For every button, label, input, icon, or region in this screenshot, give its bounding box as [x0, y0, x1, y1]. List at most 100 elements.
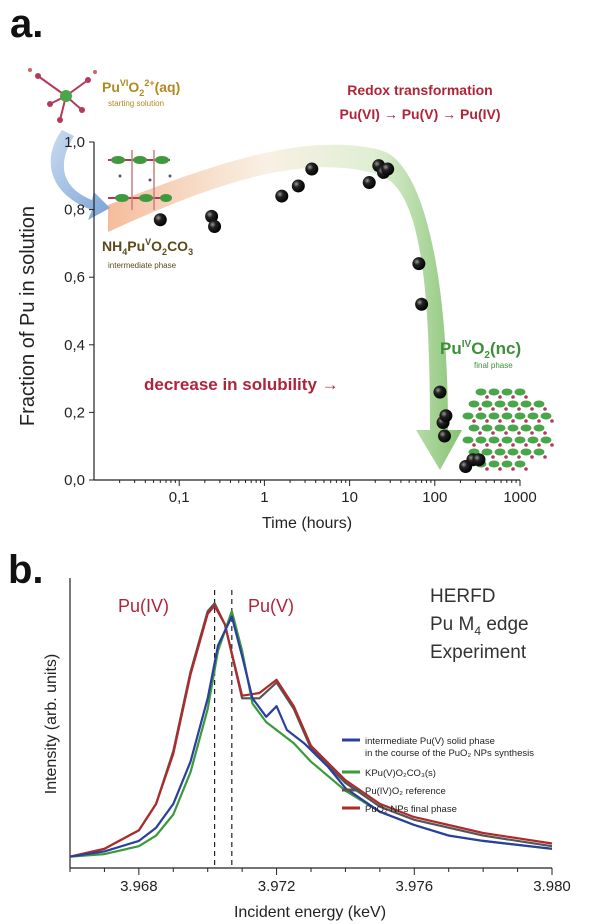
x-tick-label: 1000: [503, 489, 536, 506]
data-point: [412, 257, 426, 271]
data-point: [153, 213, 167, 227]
lattice-oxygen: [543, 455, 547, 459]
lattice-atom: [475, 436, 487, 444]
lattice-oxygen: [504, 407, 508, 411]
header-line-1: HERFD: [430, 586, 495, 607]
lattice-atom: [514, 460, 526, 468]
lattice-atom: [488, 460, 500, 468]
panel-a-x-label: Time (hours): [262, 515, 352, 532]
lattice-atom: [520, 400, 532, 408]
data-point: [438, 429, 452, 443]
header-line-2: Pu M4 edge: [430, 614, 529, 638]
lattice-atom: [501, 460, 513, 468]
x-tick-label: 1: [260, 489, 268, 506]
peak-label-iv: Pu(IV): [118, 596, 169, 616]
lattice-oxygen: [478, 407, 482, 411]
lattice-oxygen: [491, 455, 495, 459]
panel-b-reference-lines: [214, 590, 233, 868]
start-sub-label: starting solution: [108, 99, 164, 108]
lattice-oxygen: [511, 419, 515, 423]
x-tick-label: 3.976: [396, 878, 434, 895]
legend-label: intermediate Pu(V) solid phase: [365, 736, 495, 747]
lattice-oxygen: [524, 467, 528, 471]
panel-a-letter: a.: [10, 2, 44, 46]
panel-a-y-label: Fraction of Pu in solution: [17, 206, 39, 426]
lattice-atom: [533, 400, 545, 408]
legend-label: KPu(V)O₂CO₃(s): [365, 768, 436, 779]
lattice-oxygen: [530, 455, 534, 459]
lattice-oxygen: [504, 455, 508, 459]
lattice-oxygen: [485, 395, 489, 399]
start-arrow: [50, 130, 110, 220]
y-tick-label: 0,0: [64, 472, 85, 489]
lattice-atom: [475, 388, 487, 396]
lattice-atom: [481, 424, 493, 432]
final-sub-label: final phase: [474, 361, 513, 370]
panel-a-points: [153, 159, 486, 473]
data-point: [381, 162, 395, 176]
lattice-oxygen: [517, 431, 521, 435]
lattice-atom: [494, 400, 506, 408]
lattice-atom: [501, 412, 513, 420]
x-tick-label: 3.968: [120, 878, 158, 895]
y-tick-label: 0,4: [64, 337, 85, 354]
data-point: [433, 385, 447, 399]
lattice-atom: [501, 436, 513, 444]
header-line-3: Experiment: [430, 642, 527, 663]
x-tick-label: 3.980: [533, 878, 571, 895]
lattice-atom: [507, 400, 519, 408]
lattice-atom: [462, 436, 474, 444]
data-point: [415, 297, 429, 311]
legend-label: Pu(IV)O₂ reference: [365, 786, 446, 797]
panel-a-chart: 0,0 0,2 0,4 0,6 0,8 1,0 0,1 1 10 100 1000 Fraction…: [17, 68, 554, 532]
x-tick-label: 100: [422, 489, 447, 506]
lattice-oxygen: [485, 467, 489, 471]
lattice-oxygen: [524, 395, 528, 399]
lattice-atom: [520, 448, 532, 456]
solubility-label: decrease in solubility →: [144, 375, 339, 394]
lattice-atom: [533, 424, 545, 432]
lattice-oxygen: [498, 443, 502, 447]
panel-b-series: [69, 602, 553, 858]
lattice-atom: [514, 388, 526, 396]
lattice-atom: [520, 424, 532, 432]
lattice-oxygen: [485, 443, 489, 447]
lattice-atom: [468, 424, 480, 432]
data-point: [205, 209, 219, 223]
redox-chain: Pu(VI) → Pu(V) → Pu(IV): [340, 106, 501, 122]
x-tick-label: 10: [341, 489, 358, 506]
intermediate-label: NH4PuVO2CO3: [102, 237, 193, 257]
data-point: [472, 453, 486, 467]
lattice-atom: [507, 424, 519, 432]
lattice-oxygen: [478, 431, 482, 435]
lattice-atom: [527, 436, 539, 444]
data-point: [291, 179, 305, 193]
legend-label: PuO₂ NPs final phase: [365, 804, 457, 815]
lattice-oxygen: [511, 467, 515, 471]
lattice-oxygen: [498, 395, 502, 399]
final-label: PuIVO2(nc): [440, 339, 521, 361]
lattice-oxygen: [530, 431, 534, 435]
lattice-oxygen: [550, 443, 554, 447]
lattice-oxygen: [472, 419, 476, 423]
lattice-atom: [488, 388, 500, 396]
lattice-atom: [533, 448, 545, 456]
lattice-atom: [475, 412, 487, 420]
lattice-oxygen: [498, 467, 502, 471]
x-tick-label: 3.972: [258, 878, 296, 895]
lattice-oxygen: [511, 443, 515, 447]
lattice-oxygen: [485, 419, 489, 423]
process-arrow: [108, 144, 462, 471]
lattice-atom: [462, 412, 474, 420]
lattice-oxygen: [504, 431, 508, 435]
spectrum-line: [69, 615, 553, 858]
lattice-atom: [488, 412, 500, 420]
lattice-atom: [481, 400, 493, 408]
panel-b-y-label: Intensity (arb. units): [43, 654, 60, 795]
panel-b-x-label: Incident energy (keV): [234, 904, 386, 921]
y-tick-label: 0,8: [64, 202, 85, 219]
lattice-oxygen: [537, 419, 541, 423]
lattice-atom: [540, 436, 552, 444]
lattice-oxygen: [537, 443, 541, 447]
